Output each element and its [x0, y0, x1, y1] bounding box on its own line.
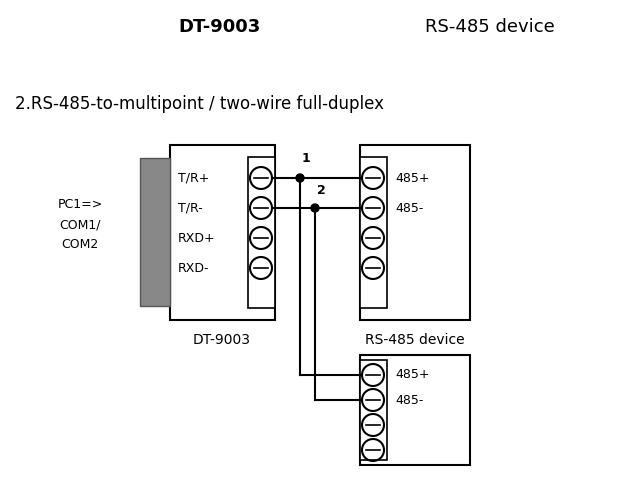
Bar — [140, 158, 170, 306]
Text: 485+: 485+ — [395, 369, 429, 382]
Text: RS-485 device: RS-485 device — [425, 18, 555, 36]
Text: 1: 1 — [302, 152, 311, 165]
Text: 485-: 485- — [395, 394, 424, 407]
Text: RS-485 device: RS-485 device — [365, 333, 465, 347]
Text: 2.RS-485-to-multipoint / two-wire full-duplex: 2.RS-485-to-multipoint / two-wire full-d… — [15, 95, 384, 113]
Bar — [360, 157, 387, 308]
Text: COM1/: COM1/ — [60, 218, 100, 231]
Bar — [360, 360, 387, 460]
Text: 485-: 485- — [395, 202, 424, 215]
Bar — [170, 145, 275, 320]
Text: COM2: COM2 — [61, 239, 99, 252]
Text: T/R+: T/R+ — [178, 171, 209, 184]
Bar — [248, 157, 275, 308]
Bar — [360, 145, 470, 320]
Text: PC1=>: PC1=> — [58, 199, 102, 212]
Circle shape — [296, 174, 304, 182]
Text: RXD-: RXD- — [178, 262, 209, 275]
Text: DT-9003: DT-9003 — [193, 333, 251, 347]
Text: T/R-: T/R- — [178, 202, 203, 215]
Circle shape — [311, 204, 319, 212]
Text: DT-9003: DT-9003 — [179, 18, 261, 36]
Text: RXD+: RXD+ — [178, 231, 216, 244]
Text: 485+: 485+ — [395, 171, 429, 184]
Bar — [360, 355, 470, 465]
Text: 2: 2 — [317, 184, 326, 197]
